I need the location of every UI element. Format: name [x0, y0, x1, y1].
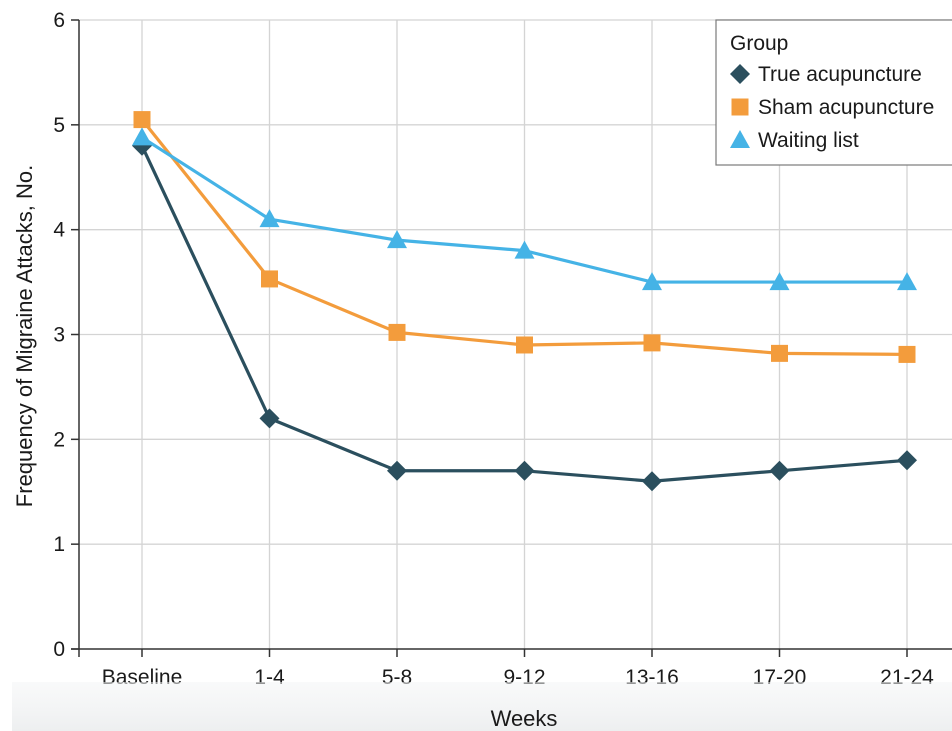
y-tick-label: 6 [53, 9, 65, 32]
series-sham-acupuncture [133, 111, 916, 363]
data-point [771, 344, 788, 362]
data-point [132, 127, 152, 146]
data-point [898, 345, 916, 363]
legend-label: True acupuncture [758, 63, 922, 86]
data-point [261, 270, 278, 288]
y-tick-label: 5 [53, 114, 65, 137]
data-point [643, 334, 661, 352]
data-point [642, 471, 662, 492]
legend-marker [730, 64, 750, 84]
data-point [259, 408, 280, 429]
data-point [133, 111, 151, 129]
legend-label: Sham acupuncture [758, 96, 934, 119]
data-point [514, 460, 535, 481]
y-axis-title: Frequency of Migraine Attacks, No. [12, 165, 37, 507]
data-point [388, 323, 406, 341]
data-point [642, 272, 662, 291]
legend-title: Group [730, 32, 788, 55]
data-point [259, 209, 280, 228]
data-point [516, 336, 533, 354]
data-point [514, 240, 535, 259]
data-point [769, 460, 790, 481]
legend-marker [730, 130, 750, 148]
data-point [897, 272, 917, 291]
series [132, 111, 917, 492]
legend: Group True acupuncture Sham acupuncture Wa… [715, 19, 952, 166]
x-axis-title: Weeks [491, 706, 558, 731]
y-tick-label: 1 [53, 533, 65, 556]
axes [71, 19, 952, 657]
y-tick-label: 3 [53, 324, 65, 347]
data-point [387, 230, 407, 249]
series-waiting-list [132, 127, 917, 291]
data-point [769, 272, 790, 291]
y-tick-label: 2 [53, 428, 65, 451]
y-tick-label: 4 [53, 219, 65, 242]
y-tick-label: 0 [53, 638, 65, 661]
legend-box [715, 19, 952, 166]
legend-marker [731, 98, 749, 116]
data-point [897, 450, 917, 471]
legend-label: Waiting list [758, 129, 859, 152]
data-point [387, 460, 407, 481]
bottom-fade [12, 682, 952, 731]
